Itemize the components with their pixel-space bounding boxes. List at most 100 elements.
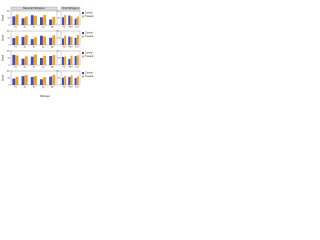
legend-label: Treated <box>85 55 94 58</box>
x-tick-label: Pa <box>14 86 17 88</box>
bar <box>52 16 56 25</box>
bar <box>74 37 77 45</box>
bar <box>15 55 19 65</box>
bar <box>34 76 37 85</box>
x-tick-label: RSV <box>68 86 73 88</box>
y-tick-label: 0 <box>9 25 11 27</box>
x-tick-label: Sa <box>24 86 27 88</box>
bar <box>39 17 43 25</box>
y-tick-label: 0 <box>59 85 61 87</box>
legend-swatch <box>82 35 84 38</box>
x-tick-label: Sa <box>24 66 27 68</box>
y-tick-label: 50 <box>58 38 61 40</box>
y-tick-label: 100 <box>6 11 10 13</box>
bar <box>21 58 25 65</box>
bar <box>68 77 71 85</box>
y-tick-label: 0 <box>9 85 11 87</box>
x-tick-label: Kp <box>42 86 45 88</box>
panel-header-bg <box>10 6 58 11</box>
panel-header-bg <box>60 6 81 11</box>
y-axis-label: Score <box>2 34 5 41</box>
bar <box>68 58 71 65</box>
y-tick-label: 0 <box>59 45 61 47</box>
y-tick-label: 100 <box>56 51 60 53</box>
bar <box>43 77 47 85</box>
bar <box>61 56 64 65</box>
bar <box>64 35 67 45</box>
x-tick-label: Sa <box>24 26 27 28</box>
bar <box>43 55 47 65</box>
y-tick-label: 0 <box>9 65 11 67</box>
bar <box>70 55 73 65</box>
bar <box>30 56 34 65</box>
bar <box>61 17 64 25</box>
bar <box>21 76 25 85</box>
bar <box>24 35 28 45</box>
x-tick-label: CoV <box>75 66 80 68</box>
x-tick-label: RSV <box>68 66 73 68</box>
bar <box>12 54 16 65</box>
y-tick-label: 100 <box>56 11 60 13</box>
bar <box>30 39 34 45</box>
bar <box>74 18 77 25</box>
legend-swatch <box>82 12 84 14</box>
bar <box>34 15 37 25</box>
y-tick-label: 50 <box>8 18 11 20</box>
x-tick-label: Pa <box>14 66 17 68</box>
y-tick-label: 100 <box>6 31 10 33</box>
legend-label: Treated <box>85 75 94 78</box>
x-tick-label: Pa <box>14 26 17 28</box>
bar <box>49 37 53 45</box>
bar <box>68 36 71 45</box>
x-tick-label: RSV <box>68 26 73 28</box>
x-tick-label: Ab <box>51 45 54 48</box>
bar <box>34 37 37 45</box>
bar <box>30 15 34 25</box>
x-tick-label: RSV <box>68 46 73 48</box>
bar <box>39 79 43 85</box>
bar <box>15 76 19 85</box>
bar <box>21 18 25 25</box>
y-tick-label: 50 <box>58 58 61 60</box>
bar <box>34 54 37 65</box>
legend-swatch <box>82 75 84 78</box>
legend-label: Treated <box>85 35 94 38</box>
x-tick-label: Flu <box>63 26 66 28</box>
legend-swatch <box>82 72 84 74</box>
x-tick-label: Pa <box>14 46 17 48</box>
legend-label: Control <box>85 12 93 15</box>
y-tick-label: 50 <box>8 58 11 60</box>
bar <box>70 16 73 25</box>
bar <box>61 38 64 45</box>
x-tick-label: Ec <box>33 46 35 48</box>
x-tick-label: Flu <box>63 66 66 68</box>
x-tick-label: Kp <box>42 46 45 48</box>
bar <box>39 35 43 45</box>
x-tick-label: Kp <box>42 66 45 68</box>
bar <box>76 55 79 65</box>
x-tick-label: Ab <box>51 25 54 28</box>
bar <box>15 14 19 25</box>
bar <box>12 38 16 45</box>
x-tick-label: Flu <box>63 86 66 88</box>
bar <box>24 56 28 65</box>
bar <box>68 15 71 25</box>
bar <box>12 16 16 25</box>
y-axis-label: Score <box>2 14 5 21</box>
x-tick-label: Flu <box>63 46 66 48</box>
bar <box>70 75 73 85</box>
bar <box>39 58 43 65</box>
x-tick-label: Sa <box>24 46 27 48</box>
y-tick-label: 0 <box>9 45 11 47</box>
bar <box>49 19 53 25</box>
legend-label: Treated <box>85 15 94 18</box>
panel-header: Viral Pathogens <box>62 7 80 10</box>
bar <box>70 36 73 45</box>
bar <box>76 76 79 85</box>
bar <box>24 75 28 85</box>
x-tick-label: Kp <box>42 26 45 28</box>
panel-header: Bacterial Pathogens <box>23 7 45 10</box>
bar <box>30 77 34 85</box>
bar <box>49 76 53 85</box>
